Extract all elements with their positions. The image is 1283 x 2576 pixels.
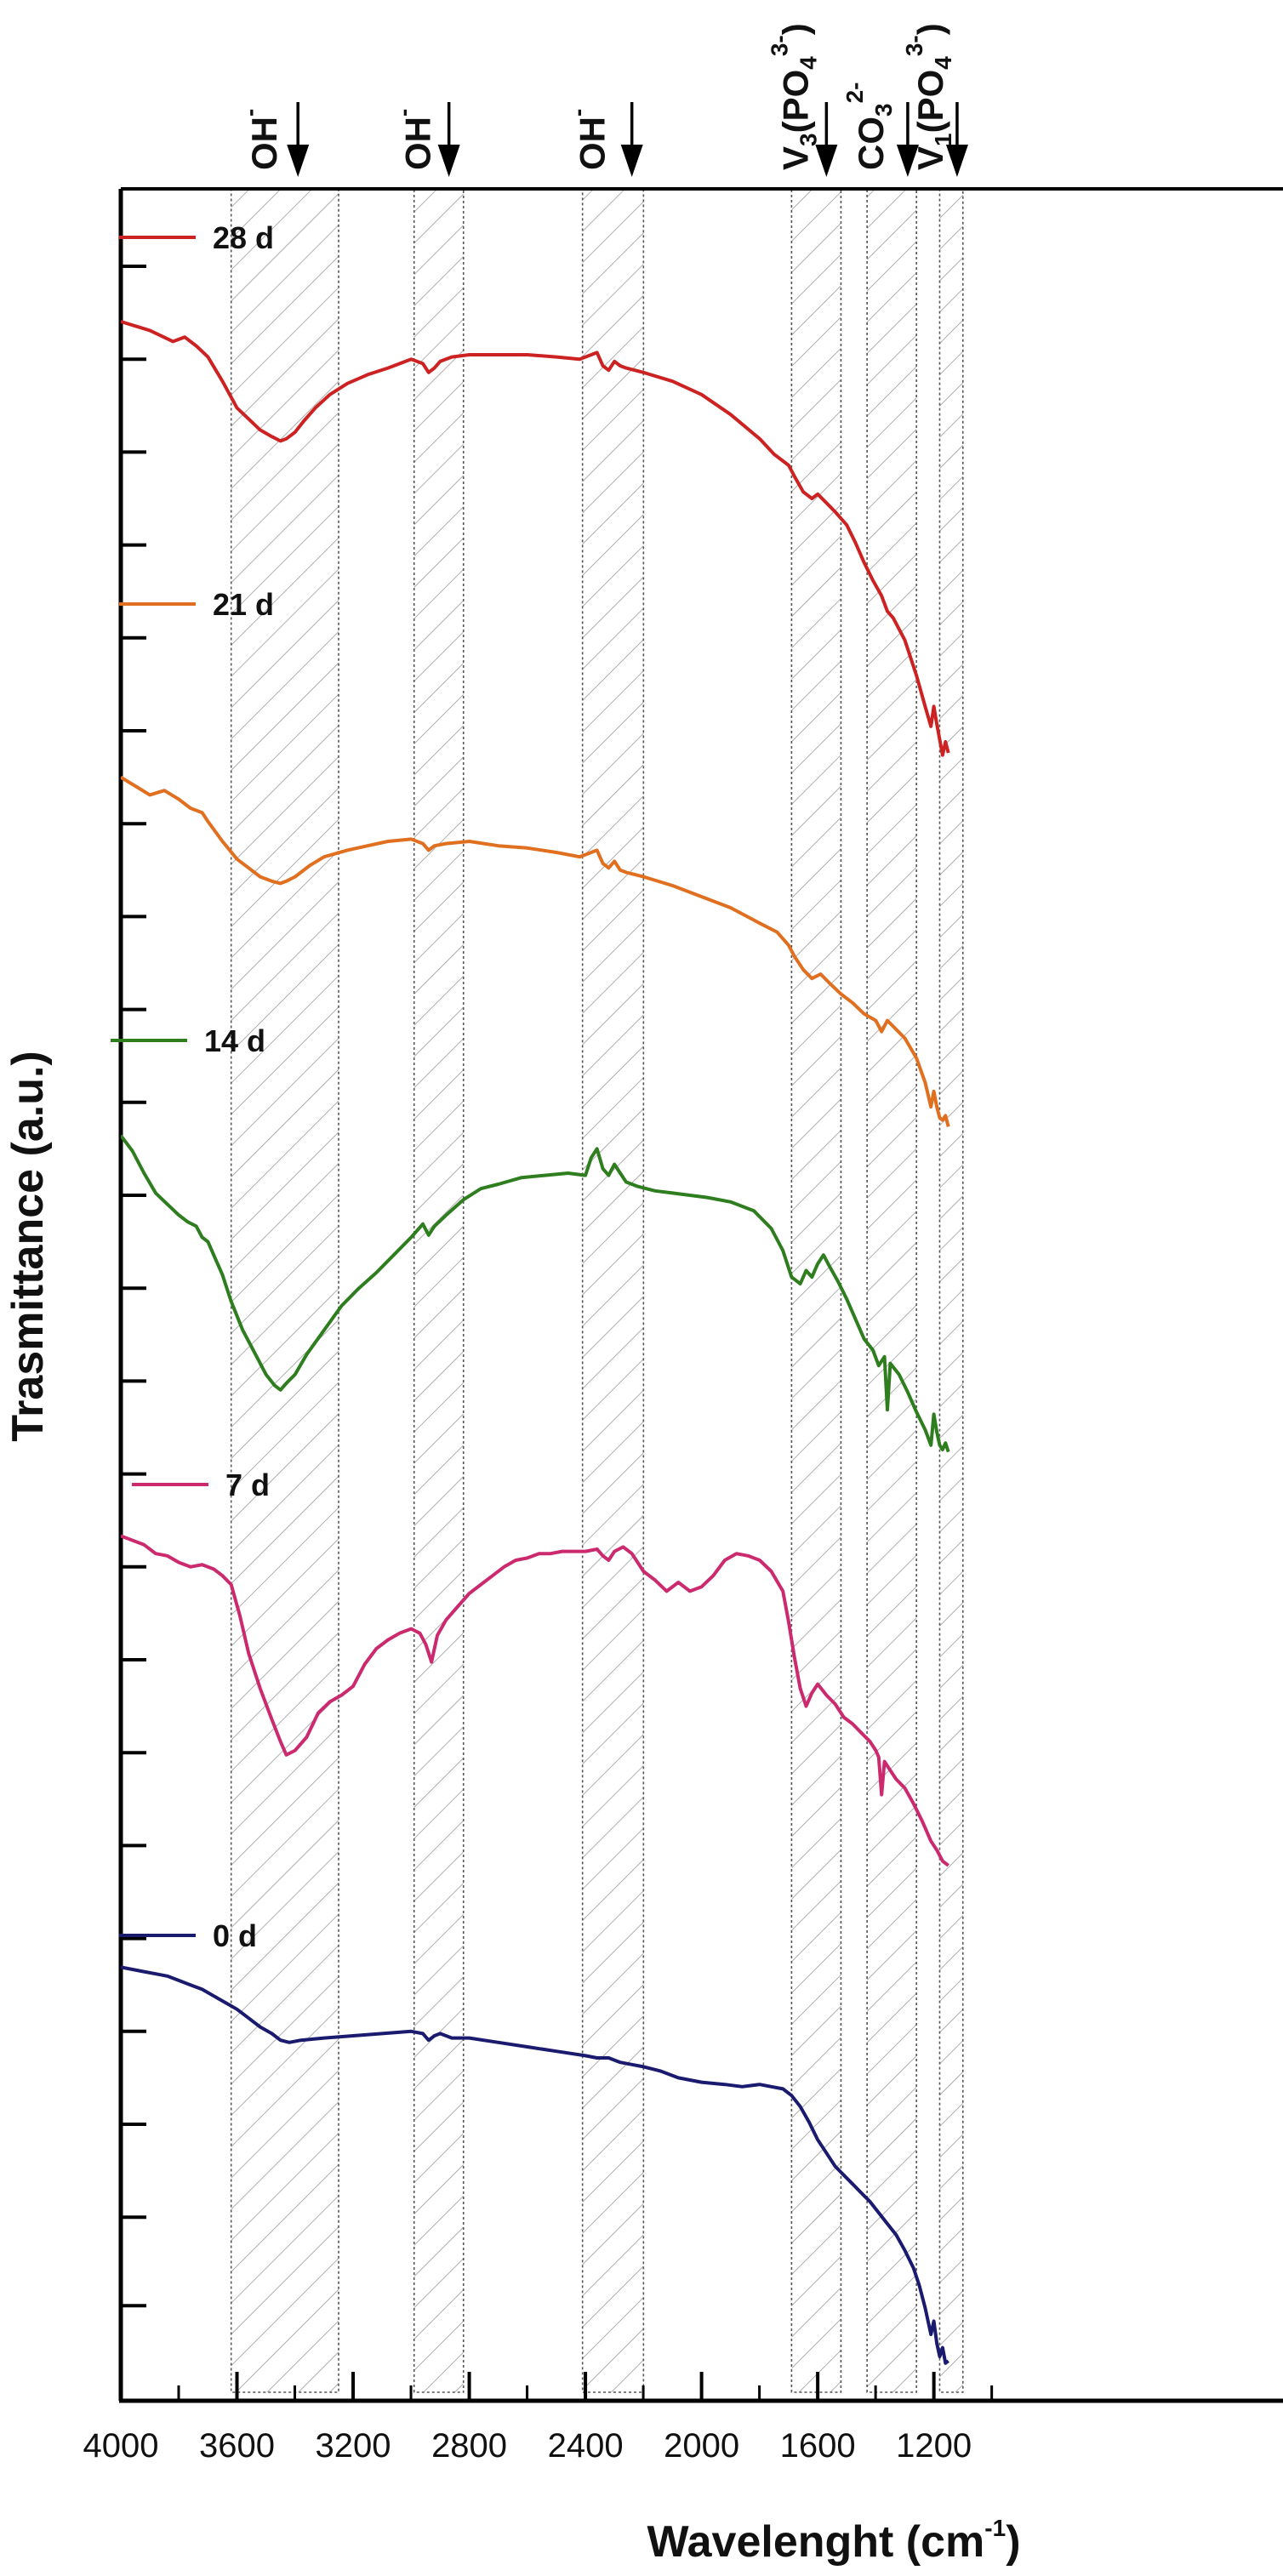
legend-label: 14 d (204, 1023, 265, 1058)
band-label-oh-2: OH- (391, 109, 438, 170)
series-7-d (121, 1534, 949, 1867)
legend-item: 7 d (132, 1468, 270, 1502)
legend-label: 28 d (213, 220, 274, 255)
series-14-d (121, 1134, 950, 1453)
x-axis-title-main: Wavelenght (cm (647, 2517, 984, 2567)
assignment-bands (230, 189, 964, 2393)
legend-item: 14 d (111, 1023, 265, 1058)
band-label-part: (PO (775, 70, 815, 134)
band-label-part: - (391, 109, 417, 117)
legend-item: 21 d (119, 587, 274, 622)
band-label-v-po4-partial: V1(PO43-) (901, 23, 956, 170)
band-v-po4-partial (938, 189, 964, 2393)
y-minor-ticks (121, 265, 146, 2308)
x-tick-label: 3600 (199, 2427, 275, 2465)
band-label-part: 4 (930, 56, 956, 70)
series-0-d (121, 1965, 949, 2365)
legend-label: 7 d (225, 1468, 270, 1502)
x-ticks: 4000 3600 3200 2800 2400 2000 1600 1200 (83, 2372, 994, 2465)
x-axis-title-end: ) (1006, 2517, 1020, 2567)
band-oh-2 (413, 189, 465, 2393)
x-tick-label: 4000 (83, 2427, 159, 2465)
x-tick-label: 1200 (896, 2427, 972, 2465)
band-label-part: - (237, 109, 263, 117)
band-label-part: 1 (930, 133, 956, 146)
y-axis-title: Trasmittance (a.u.) (3, 1051, 53, 1441)
x-tick-label: 2400 (548, 2427, 624, 2465)
band-v3-po4 (790, 189, 842, 2393)
assignment-band-labels: OH-OH-OH-V3(PO43-)CO32-V1(PO43-) (237, 23, 968, 177)
band-label-part: 3 (795, 133, 821, 146)
band-label-part: V (910, 146, 950, 170)
series-28-d (121, 320, 950, 757)
legend: 28 d 21 d 14 d 7 d 0 d (111, 220, 274, 1953)
band-arrow-oh-1 (287, 102, 310, 177)
band-label-oh-1: OH- (237, 109, 284, 170)
x-tick-label: 1600 (780, 2427, 856, 2465)
band-label-part: CO (851, 117, 891, 170)
band-label-part: ) (775, 23, 815, 35)
band-label-part: OH (244, 117, 284, 170)
band-label-co3: CO32- (841, 83, 897, 170)
band-label-part: 3- (766, 35, 792, 56)
x-tick-label: 2800 (431, 2427, 507, 2465)
band-label-part: OH (573, 117, 613, 170)
series-group (121, 320, 950, 2365)
band-arrow-oh-3 (620, 102, 643, 177)
band-label-part: OH (398, 117, 438, 170)
band-oh-1 (230, 189, 339, 2393)
legend-item: 28 d (119, 220, 274, 255)
series-21-d (121, 775, 950, 1127)
band-arrow-v3-po4 (815, 102, 838, 177)
band-label-part: 4 (795, 56, 821, 70)
band-oh-3 (581, 189, 645, 2393)
band-label-part: 2- (841, 83, 868, 104)
band-label-part: - (565, 109, 591, 117)
x-axis-title-sup: -1 (984, 2515, 1006, 2541)
x-tick-label: 3200 (316, 2427, 391, 2465)
band-arrow-co3 (896, 102, 919, 177)
x-axis-title: Wavelenght (cm-1) (647, 2515, 1020, 2567)
band-co3 (866, 189, 917, 2393)
band-label-v3-po4: V3(PO43-) (766, 23, 821, 170)
legend-label: 21 d (213, 587, 274, 622)
band-label-oh-3: OH- (565, 109, 613, 170)
legend-item: 0 d (119, 1918, 257, 1953)
legend-label: 0 d (213, 1918, 257, 1953)
band-arrow-oh-2 (437, 102, 460, 177)
x-tick-label: 2000 (664, 2427, 739, 2465)
band-label-part: (PO (910, 70, 950, 134)
band-label-part: 3 (870, 103, 897, 117)
band-arrow-v-po4-partial (945, 102, 968, 177)
band-label-part: 3- (901, 35, 927, 56)
band-label-part: ) (910, 23, 950, 35)
band-label-part: V (775, 146, 815, 170)
